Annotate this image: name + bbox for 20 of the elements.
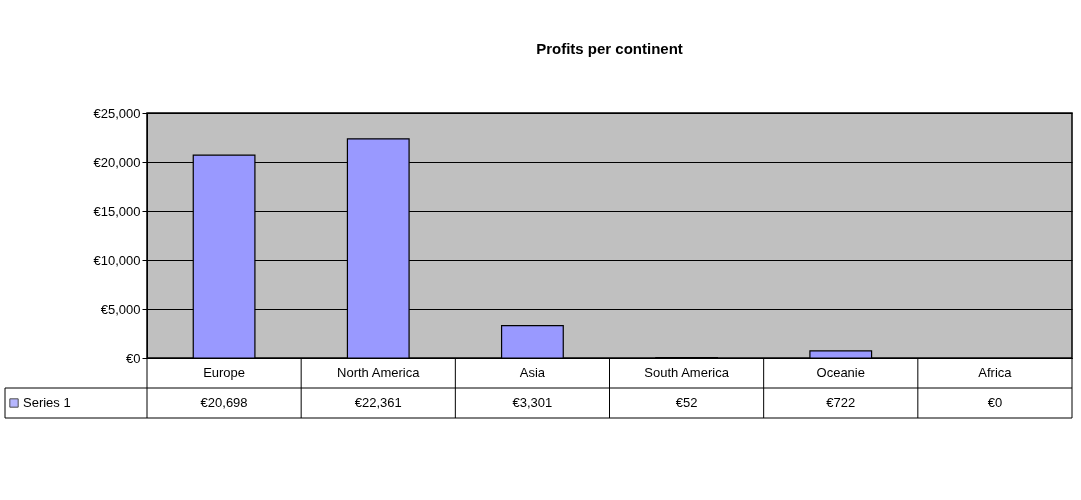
y-tick-label: €25,000: [93, 105, 141, 121]
x-tick-label: Europe: [203, 364, 246, 380]
data-label: €20,698: [200, 395, 248, 410]
y-tick-label: €15,000: [93, 203, 141, 219]
x-tick-label: Africa: [978, 364, 1013, 380]
data-label: €22,361: [354, 395, 402, 410]
x-tick-label: Oceanie: [816, 364, 865, 380]
legend-label: Series 1: [23, 395, 71, 410]
y-tick-label: €20,000: [93, 154, 141, 170]
x-tick-label: Asia: [519, 364, 546, 380]
x-tick-label: North America: [337, 364, 421, 380]
data-label: €0: [987, 395, 1003, 410]
y-tick-label: €5,000: [100, 301, 141, 317]
data-label: €722: [826, 395, 856, 410]
data-label: €52: [675, 395, 698, 410]
x-tick-label: South America: [644, 364, 730, 380]
data-label: €3,301: [512, 395, 553, 410]
chart-title: Profits per continent: [536, 40, 683, 57]
y-tick-label: €0: [126, 350, 141, 366]
y-tick-label: €10,000: [93, 252, 141, 268]
